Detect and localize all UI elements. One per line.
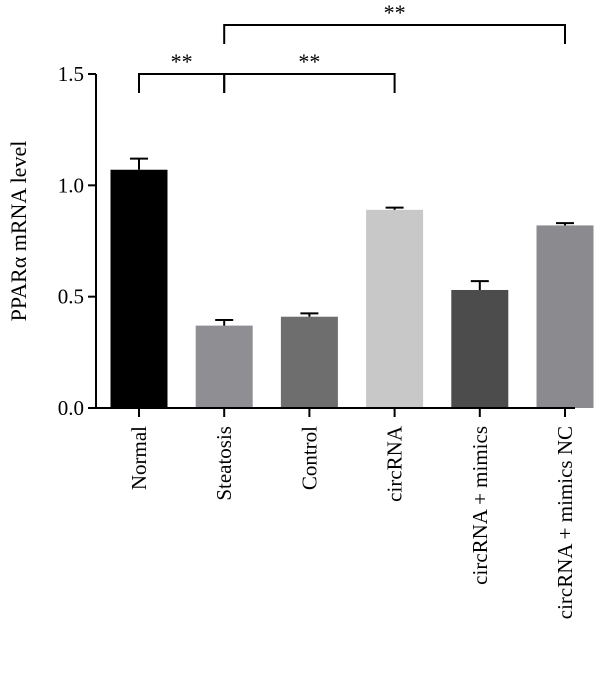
error-bars-group: [130, 157, 574, 326]
axes-group: 0.0 0.5 1.0 1.5 Normal Steatosis Control circRN…: [58, 62, 577, 619]
bar-0: [110, 169, 168, 408]
x-tick-label-4: circRNA + mimics: [468, 426, 492, 585]
significance-label-2: **: [384, 0, 406, 25]
bar-3: [366, 209, 424, 408]
bar-5: [536, 225, 594, 408]
bar-4: [451, 289, 509, 408]
significance-bracket-2: [223, 24, 566, 45]
significance-bracket-0: [138, 73, 226, 93]
y-axis-title: PPARα mRNA level: [6, 141, 31, 322]
bar-1: [195, 325, 253, 408]
significance-group: ** ** **: [138, 0, 566, 93]
bar-2: [280, 316, 338, 408]
x-tick-label-1: Steatosis: [212, 426, 236, 501]
y-tick-label-1: 0.5: [58, 285, 84, 309]
x-tick-label-3: circRNA: [383, 425, 407, 502]
x-tick-label-0: Normal: [127, 426, 151, 490]
x-tick-label-5: circRNA + mimics NC: [553, 426, 577, 619]
y-tick-label-2: 1.0: [58, 173, 84, 197]
significance-bracket-1: [223, 73, 396, 93]
y-tick-label-3: 1.5: [58, 62, 84, 86]
significance-label-1: **: [298, 49, 320, 74]
y-tick-label-0: 0.0: [58, 396, 84, 420]
significance-label-0: **: [171, 49, 193, 74]
x-tick-label-2: Control: [297, 426, 321, 490]
bars-group: [110, 169, 594, 408]
